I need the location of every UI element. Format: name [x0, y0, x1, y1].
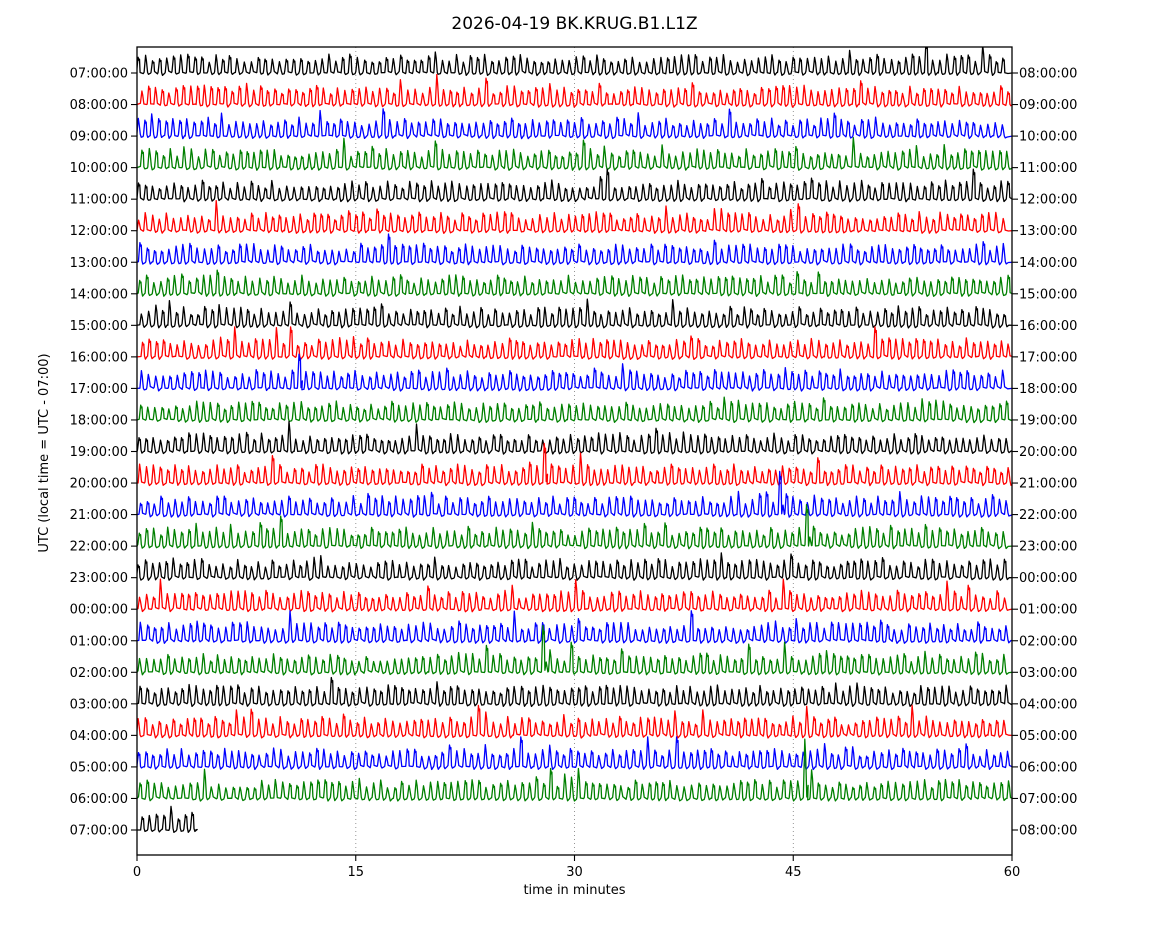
trace-row-23 [137, 738, 1012, 802]
trace-row-3 [137, 136, 1012, 171]
utc-time-label: 04:00:00 [70, 729, 128, 744]
trace-row-7 [137, 269, 1012, 297]
utc-time-label: 18:00:00 [70, 414, 128, 429]
trace-row-17 [137, 578, 1012, 613]
trace-row-4 [137, 168, 1012, 203]
trace-row-10 [137, 353, 1012, 392]
trace-row-6 [137, 233, 1012, 266]
local-time-label: 05:00:00 [1019, 729, 1077, 744]
utc-time-label: 11:00:00 [70, 193, 128, 208]
utc-time-label: 21:00:00 [70, 508, 128, 523]
local-time-label: 03:00:00 [1019, 666, 1077, 681]
local-time-label: 15:00:00 [1019, 287, 1077, 302]
utc-time-label: 08:00:00 [70, 98, 128, 113]
x-tick-label: 0 [133, 865, 141, 880]
trace-row-13 [137, 442, 1012, 487]
trace-row-14 [137, 470, 1012, 518]
trace-row-22 [137, 736, 1012, 771]
trace-row-24 [137, 805, 198, 834]
utc-time-label: 05:00:00 [70, 760, 128, 775]
utc-time-label: 20:00:00 [70, 477, 128, 492]
local-time-label: 00:00:00 [1019, 571, 1077, 586]
x-tick-label: 45 [785, 865, 802, 880]
utc-time-label: 15:00:00 [70, 319, 128, 334]
local-time-label: 07:00:00 [1019, 792, 1077, 807]
local-time-label: 13:00:00 [1019, 224, 1077, 239]
trace-row-18 [137, 610, 1012, 644]
trace-row-16 [137, 552, 1012, 581]
local-time-label: 02:00:00 [1019, 634, 1077, 649]
trace-row-0 [137, 47, 1012, 77]
utc-time-label: 07:00:00 [70, 67, 128, 82]
local-time-label: 10:00:00 [1019, 130, 1077, 145]
utc-time-label: 00:00:00 [70, 603, 128, 618]
local-time-label: 19:00:00 [1019, 414, 1077, 429]
x-tick-label: 60 [1004, 865, 1021, 880]
trace-row-1 [137, 73, 1012, 108]
utc-time-label: 13:00:00 [70, 256, 128, 271]
utc-time-label: 09:00:00 [70, 130, 128, 145]
x-axis-label: time in minutes [523, 883, 626, 898]
local-time-label: 21:00:00 [1019, 477, 1077, 492]
utc-time-label: 07:00:00 [70, 824, 128, 839]
trace-row-19 [137, 624, 1012, 676]
utc-time-label: 12:00:00 [70, 224, 128, 239]
local-time-label: 22:00:00 [1019, 508, 1077, 523]
utc-time-label: 02:00:00 [70, 666, 128, 681]
utc-time-label: 19:00:00 [70, 445, 128, 460]
local-time-label: 12:00:00 [1019, 193, 1077, 208]
local-time-label: 23:00:00 [1019, 540, 1077, 555]
utc-time-label: 03:00:00 [70, 697, 128, 712]
local-time-label: 16:00:00 [1019, 319, 1077, 334]
trace-row-11 [137, 396, 1012, 424]
trace-row-9 [137, 326, 1012, 361]
utc-time-label: 01:00:00 [70, 634, 128, 649]
utc-time-label: 17:00:00 [70, 382, 128, 397]
x-tick-label: 30 [566, 865, 583, 880]
utc-time-label: 06:00:00 [70, 792, 128, 807]
trace-row-12 [137, 420, 1012, 455]
trace-row-15 [137, 504, 1012, 550]
utc-time-label: 14:00:00 [70, 287, 128, 302]
utc-time-label: 23:00:00 [70, 571, 128, 586]
local-time-label: 14:00:00 [1019, 256, 1077, 271]
local-time-label: 08:00:00 [1019, 67, 1077, 82]
local-time-label: 17:00:00 [1019, 350, 1077, 365]
local-time-label: 20:00:00 [1019, 445, 1077, 460]
x-tick-label: 15 [347, 865, 364, 880]
trace-row-8 [137, 298, 1012, 329]
local-time-label: 18:00:00 [1019, 382, 1077, 397]
trace-row-21 [137, 704, 1012, 739]
trace-row-20 [137, 676, 1012, 708]
trace-row-5 [137, 200, 1012, 234]
local-time-label: 08:00:00 [1019, 824, 1077, 839]
utc-time-label: 16:00:00 [70, 350, 128, 365]
utc-time-label: 10:00:00 [70, 161, 128, 176]
local-time-label: 01:00:00 [1019, 603, 1077, 618]
local-time-label: 04:00:00 [1019, 697, 1077, 712]
local-time-label: 06:00:00 [1019, 760, 1077, 775]
trace-row-2 [137, 108, 1012, 140]
local-time-label: 09:00:00 [1019, 98, 1077, 113]
chart-title: 2026-04-19 BK.KRUG.B1.L1Z [451, 14, 698, 34]
utc-time-label: 22:00:00 [70, 540, 128, 555]
local-time-label: 11:00:00 [1019, 161, 1077, 176]
